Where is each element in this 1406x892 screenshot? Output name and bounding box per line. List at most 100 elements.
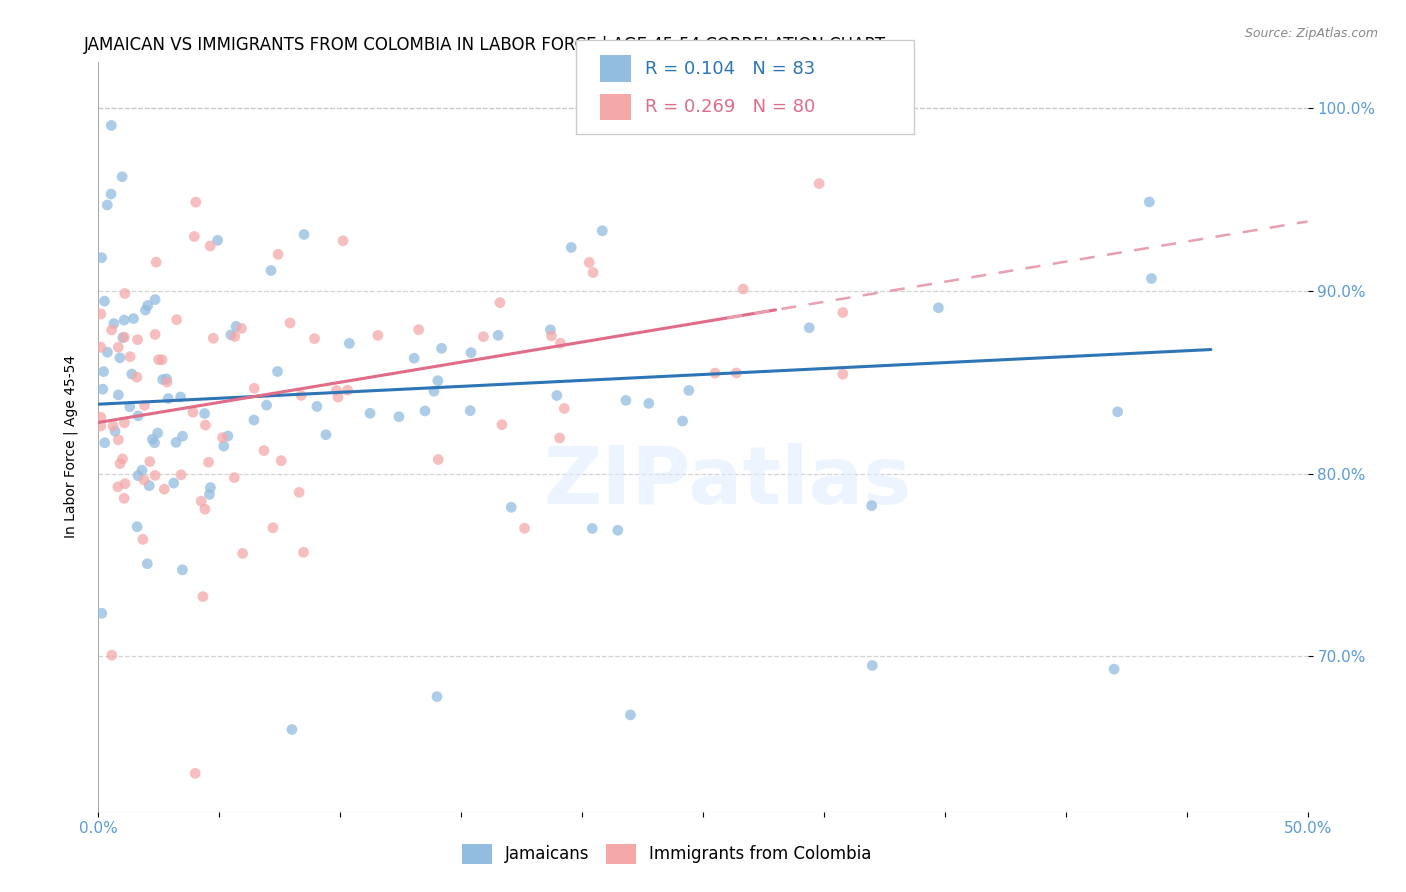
Point: [548, 431, 571, 445]
Point: [114, 476, 136, 491]
Point: [90, 251, 112, 265]
Point: [243, 413, 266, 427]
Point: [139, 455, 162, 469]
Point: [325, 384, 347, 398]
Point: [111, 169, 134, 184]
Point: [224, 470, 246, 484]
Text: In Labor Force | Age 45-54: In Labor Force | Age 45-54: [63, 354, 77, 538]
Legend: Jamaicans, Immigrants from Colombia: Jamaicans, Immigrants from Colombia: [456, 838, 879, 871]
Point: [90, 410, 112, 425]
Point: [578, 255, 600, 269]
Text: R = 0.269   N = 80: R = 0.269 N = 80: [645, 98, 815, 116]
Point: [163, 476, 186, 491]
Point: [266, 364, 288, 378]
Point: [359, 406, 381, 420]
Point: [181, 405, 204, 419]
Point: [831, 305, 853, 319]
Point: [153, 482, 176, 496]
Point: [134, 303, 156, 318]
Point: [472, 329, 495, 343]
Point: [131, 463, 153, 477]
Point: [127, 333, 149, 347]
Point: [118, 400, 141, 414]
Point: [489, 295, 512, 310]
Point: [107, 340, 129, 354]
Point: [107, 480, 129, 494]
Point: [111, 451, 134, 466]
Point: [671, 414, 693, 428]
Point: [326, 390, 349, 404]
Point: [253, 443, 276, 458]
Point: [413, 404, 436, 418]
Point: [860, 499, 883, 513]
Point: [212, 439, 235, 453]
Point: [132, 533, 155, 547]
Point: [114, 286, 136, 301]
Point: [107, 388, 129, 402]
Point: [225, 319, 247, 334]
Point: [122, 311, 145, 326]
Point: [232, 546, 254, 560]
Point: [143, 468, 166, 483]
Point: [278, 316, 301, 330]
Point: [292, 545, 315, 559]
Point: [799, 320, 821, 334]
Point: [96, 345, 118, 359]
Point: [90, 307, 112, 321]
Point: [582, 265, 605, 279]
Point: [155, 372, 177, 386]
Point: [267, 247, 290, 261]
Point: [194, 407, 217, 421]
Text: JAMAICAN VS IMMIGRANTS FROM COLOMBIA IN LABOR FORCE | AGE 45-54 CORRELATION CHAR: JAMAICAN VS IMMIGRANTS FROM COLOMBIA IN …: [84, 36, 887, 54]
Point: [224, 329, 246, 343]
Point: [143, 327, 166, 342]
Point: [808, 177, 831, 191]
Point: [305, 400, 328, 414]
Point: [148, 352, 170, 367]
Point: [101, 648, 124, 662]
Point: [430, 342, 453, 356]
Point: [127, 468, 149, 483]
Point: [581, 521, 603, 535]
Point: [120, 350, 142, 364]
Point: [172, 563, 194, 577]
Point: [141, 433, 163, 447]
Point: [458, 403, 481, 417]
Point: [136, 557, 159, 571]
Text: R = 0.104   N = 83: R = 0.104 N = 83: [645, 60, 815, 78]
Point: [183, 229, 205, 244]
Point: [1107, 405, 1129, 419]
Point: [831, 367, 853, 381]
Point: [108, 351, 131, 365]
Point: [217, 429, 239, 443]
Point: [202, 331, 225, 345]
Point: [93, 365, 115, 379]
Point: [194, 418, 217, 433]
Point: [198, 487, 221, 501]
Point: [152, 373, 174, 387]
Point: [143, 435, 166, 450]
Point: [211, 431, 233, 445]
Point: [725, 366, 748, 380]
Point: [197, 455, 219, 469]
Point: [288, 485, 311, 500]
Point: [150, 352, 173, 367]
Point: [491, 417, 513, 432]
Point: [121, 367, 143, 381]
Point: [513, 521, 536, 535]
Point: [553, 401, 575, 416]
Text: ZIPatlas: ZIPatlas: [543, 443, 911, 521]
Point: [290, 388, 312, 402]
Point: [243, 381, 266, 395]
Point: [733, 282, 755, 296]
Point: [637, 396, 659, 410]
Point: [170, 467, 193, 482]
Point: [337, 336, 360, 351]
Point: [156, 375, 179, 389]
Point: [157, 392, 180, 406]
Point: [1137, 194, 1160, 209]
Point: [460, 345, 482, 359]
Point: [100, 186, 122, 201]
Point: [93, 294, 115, 309]
Point: [96, 198, 118, 212]
